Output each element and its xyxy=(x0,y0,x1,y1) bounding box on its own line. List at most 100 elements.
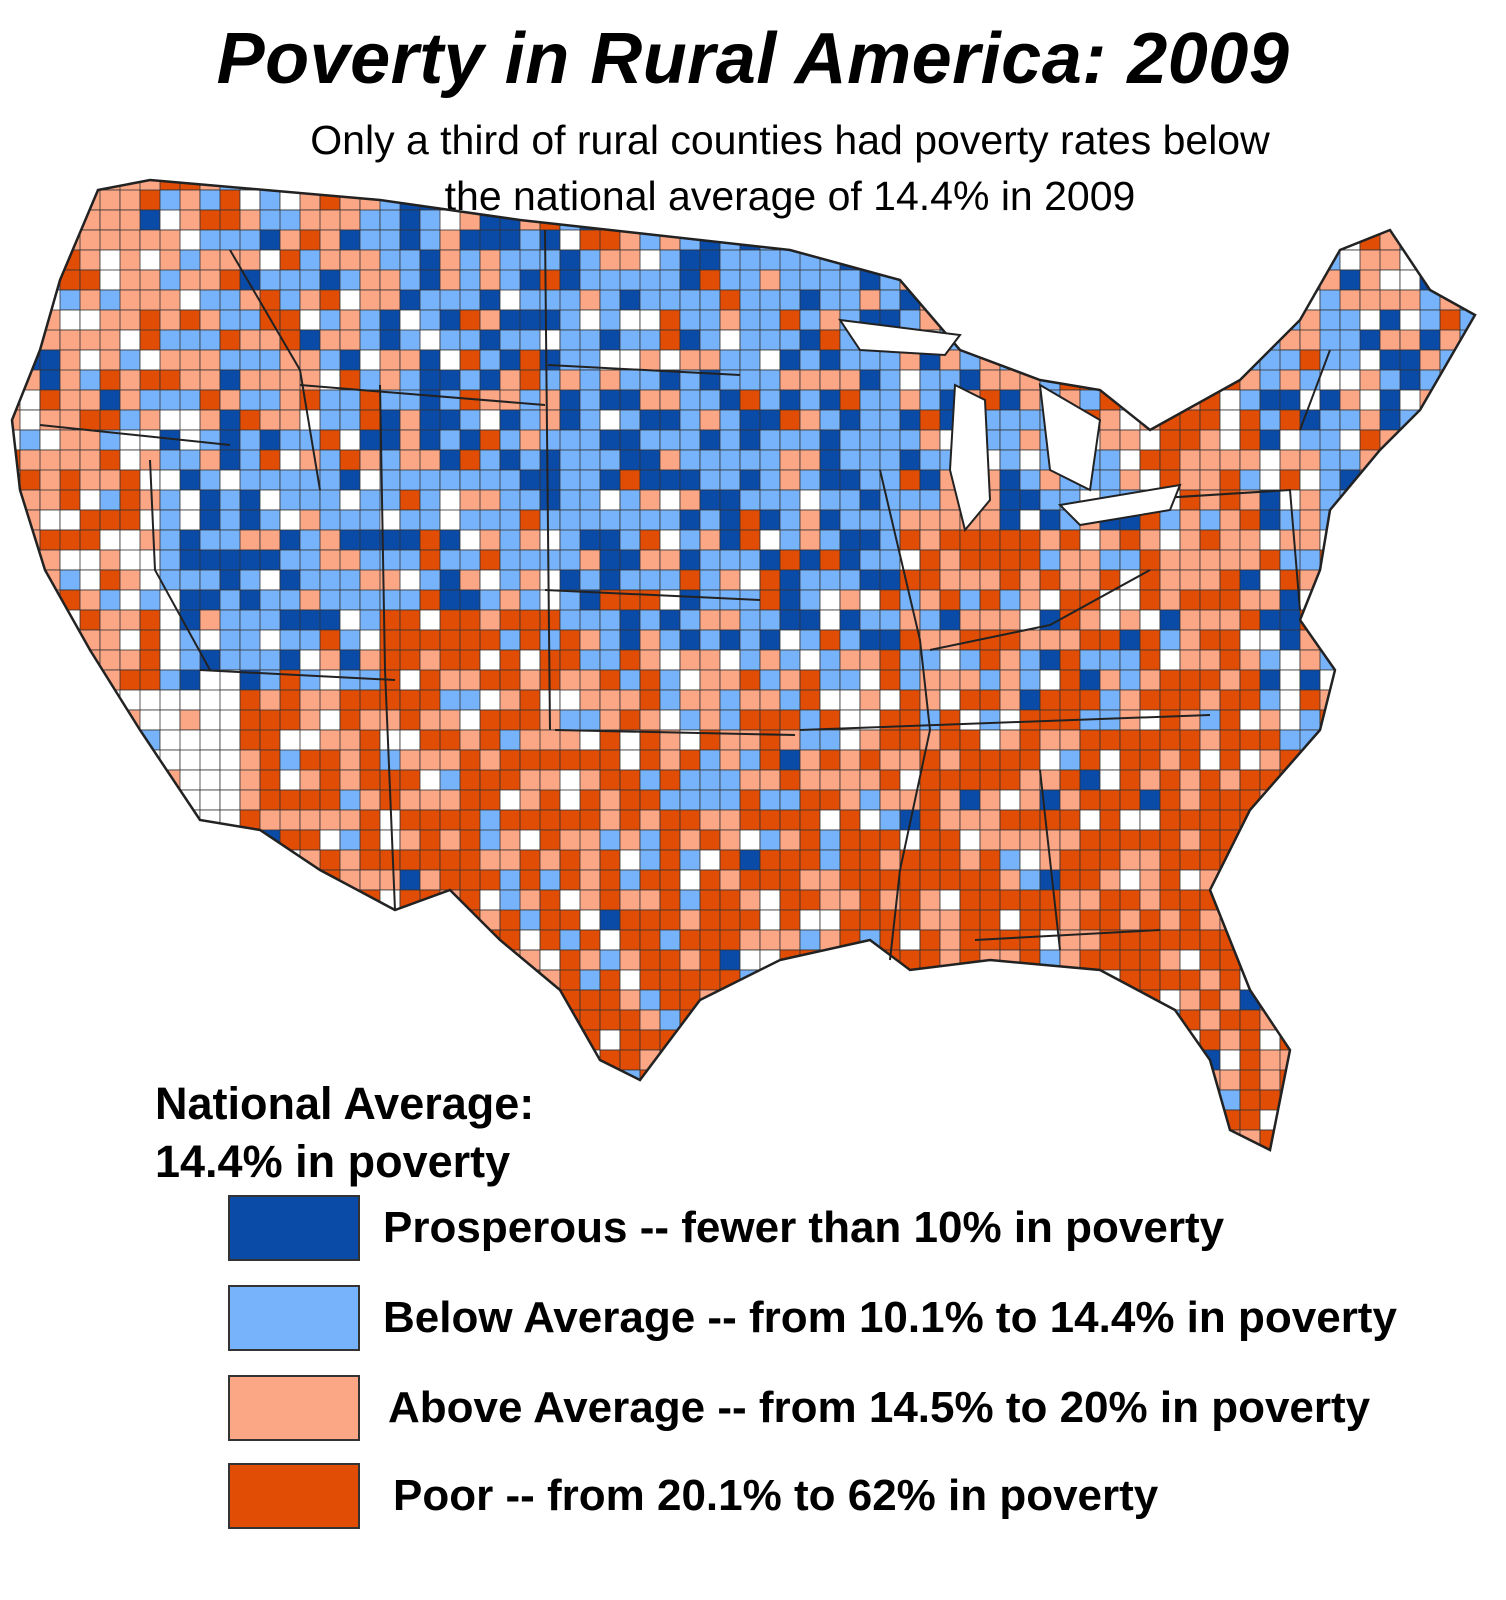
county-tile xyxy=(1139,909,1161,931)
county-tile xyxy=(1299,709,1321,731)
county-tile xyxy=(579,989,601,1011)
county-tile xyxy=(79,689,101,711)
county-tile xyxy=(559,1089,581,1111)
county-tile xyxy=(1059,729,1081,751)
county-tile xyxy=(1399,849,1441,891)
county-tile xyxy=(499,689,521,711)
county-tile xyxy=(1379,609,1401,631)
county-tile xyxy=(619,929,641,951)
county-tile xyxy=(859,829,881,851)
county-tile xyxy=(819,809,841,831)
county-tile xyxy=(1159,629,1181,651)
county-tile xyxy=(799,1149,821,1150)
county-tile xyxy=(1179,929,1201,951)
county-tile xyxy=(1019,989,1041,1011)
county-tile xyxy=(1339,629,1361,651)
county-tile xyxy=(1439,409,1461,431)
county-tile xyxy=(1019,229,1061,271)
county-tile xyxy=(259,649,281,671)
county-tile xyxy=(1059,269,1101,311)
county-tile xyxy=(719,1009,741,1031)
county-tile xyxy=(559,1149,581,1150)
county-tile xyxy=(1179,809,1201,831)
county-tile xyxy=(139,989,161,1011)
county-tile xyxy=(959,589,981,611)
county-tile xyxy=(419,529,441,551)
county-tile xyxy=(539,749,561,771)
county-tile xyxy=(1299,669,1321,691)
county-tile xyxy=(699,249,721,271)
county-tile xyxy=(339,309,361,331)
county-tile xyxy=(919,809,941,831)
county-tile xyxy=(839,789,861,811)
county-tile xyxy=(659,969,681,991)
county-tile xyxy=(679,849,701,871)
county-tile xyxy=(199,769,221,791)
county-tile xyxy=(1179,529,1201,551)
county-tile xyxy=(879,809,901,831)
county-tile xyxy=(979,689,1001,711)
county-tile xyxy=(799,829,821,851)
county-tile xyxy=(1139,1109,1161,1131)
county-tile xyxy=(1199,509,1221,531)
county-tile xyxy=(879,649,901,671)
county-tile xyxy=(619,1049,641,1071)
county-tile xyxy=(1099,689,1121,711)
county-tile xyxy=(199,409,221,431)
county-tile xyxy=(19,1109,61,1150)
county-tile xyxy=(39,389,61,411)
county-tile xyxy=(979,749,1001,771)
county-tile xyxy=(219,949,241,971)
county-tile xyxy=(99,769,121,791)
county-tile xyxy=(839,180,881,211)
county-tile xyxy=(1319,749,1341,771)
county-tile xyxy=(919,609,941,631)
county-tile xyxy=(1379,469,1421,511)
county-tile xyxy=(1239,909,1261,931)
county-tile xyxy=(759,969,781,991)
county-tile xyxy=(779,369,801,391)
county-tile xyxy=(279,429,301,451)
county-tile xyxy=(1399,509,1421,531)
county-tile xyxy=(339,449,361,471)
county-tile xyxy=(519,1049,541,1071)
county-tile xyxy=(679,689,701,711)
county-tile xyxy=(1039,1049,1061,1071)
county-tile xyxy=(499,589,521,611)
county-tile xyxy=(659,409,681,431)
county-tile xyxy=(939,229,981,271)
county-tile xyxy=(1059,589,1081,611)
county-tile xyxy=(659,529,681,551)
county-tile xyxy=(319,489,341,511)
county-tile xyxy=(619,969,641,991)
county-tile xyxy=(119,229,141,251)
county-tile xyxy=(1039,1009,1061,1031)
county-tile xyxy=(179,469,201,491)
county-tile xyxy=(899,689,921,711)
county-tile xyxy=(939,529,961,551)
county-tile xyxy=(979,889,1001,911)
county-tile xyxy=(259,589,281,611)
county-tile xyxy=(1059,229,1101,271)
county-tile xyxy=(819,529,841,551)
county-tile xyxy=(12,789,21,811)
county-tile xyxy=(779,289,801,311)
county-tile xyxy=(119,989,141,1011)
county-tile xyxy=(1159,889,1181,911)
county-tile xyxy=(659,929,681,951)
county-tile xyxy=(1139,389,1161,411)
county-tile xyxy=(1199,729,1221,751)
county-tile xyxy=(859,589,881,611)
county-tile xyxy=(879,869,901,891)
county-tile xyxy=(739,1009,761,1031)
county-tile xyxy=(319,180,341,191)
county-tile xyxy=(1079,229,1101,251)
county-tile xyxy=(239,189,261,211)
county-tile xyxy=(599,1129,621,1150)
county-tile xyxy=(1239,949,1261,971)
county-tile xyxy=(1359,669,1381,691)
county-tile xyxy=(1019,689,1041,711)
county-tile xyxy=(319,609,341,631)
county-tile xyxy=(1199,189,1241,231)
county-tile xyxy=(1039,289,1061,311)
